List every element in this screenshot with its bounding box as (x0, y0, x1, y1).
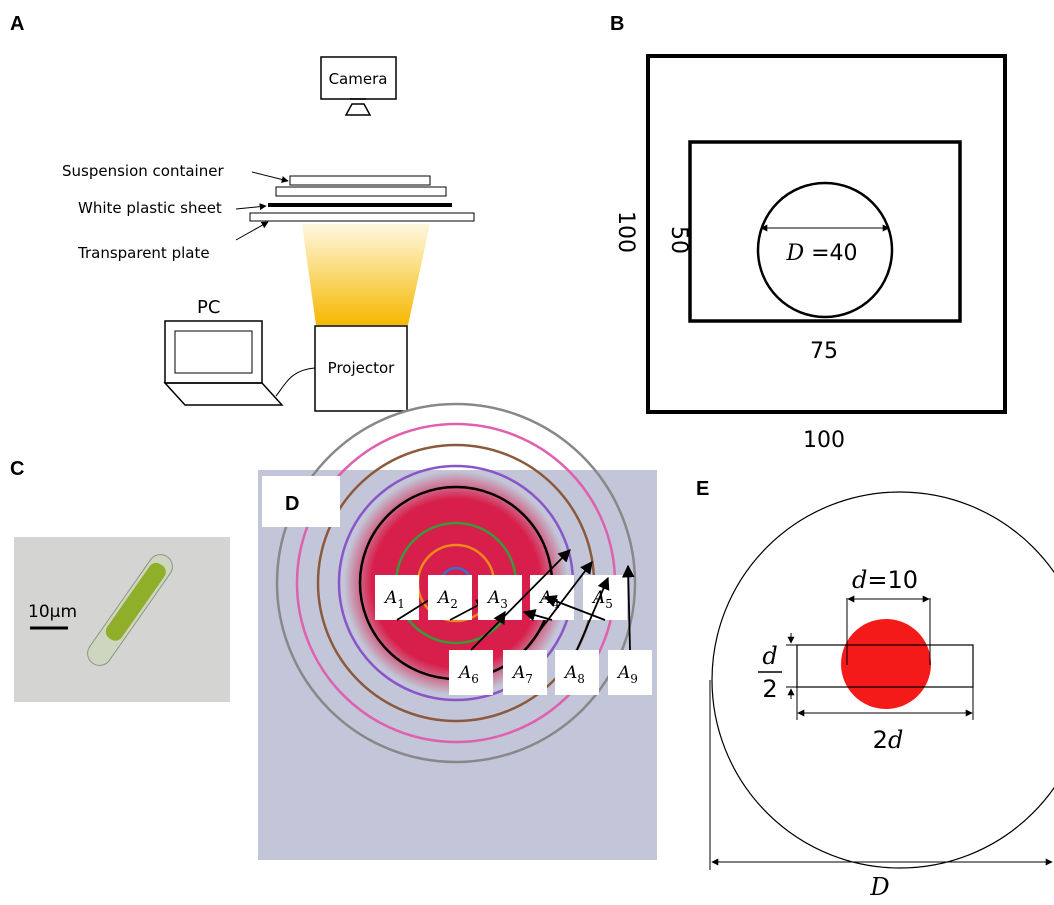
dim-label: D (869, 873, 889, 901)
panel-a: A Camera Suspension container White plas… (10, 13, 474, 411)
inner-rect (690, 142, 960, 321)
laptop-base (165, 383, 282, 405)
panel-d: D A1A2A3A4A5A6A7A8A9 (258, 404, 657, 860)
laptop-display (175, 331, 252, 373)
panel-label: C (10, 458, 24, 480)
dim-label: D =40 (785, 241, 857, 266)
camera-label: Camera (329, 70, 388, 88)
red-circle (841, 619, 931, 709)
white-sheet (268, 203, 452, 207)
light-cone (302, 224, 430, 325)
container-base (276, 187, 446, 196)
panel-label: A (10, 13, 24, 35)
label: Transparent plate (77, 244, 210, 262)
label: White plastic sheet (78, 199, 222, 217)
fraction-num: d (762, 642, 777, 670)
panel-c: C 10µm (10, 458, 230, 702)
panel-label: D (285, 493, 299, 515)
panel-b: B 100 50 D =40 75 100 (610, 13, 1005, 453)
dim-label: 2d (873, 726, 904, 754)
label: PC (197, 297, 220, 318)
dim-label: 50 (666, 226, 691, 254)
camera-stand (346, 99, 370, 115)
container (290, 176, 430, 185)
dim-label: 100 (613, 211, 638, 253)
dim-label: 75 (810, 339, 838, 364)
laptop-screen (165, 321, 262, 383)
figure: A Camera Suspension container White plas… (0, 0, 1054, 905)
label-box (262, 476, 340, 527)
cable (276, 368, 315, 396)
transparent-plate (250, 213, 474, 221)
label: Suspension container (62, 162, 224, 180)
scale-label: 10µm (28, 602, 77, 622)
fraction-den: 2 (762, 675, 777, 703)
panel-label: E (696, 478, 709, 500)
dim-label: 100 (803, 428, 845, 453)
panel-label: B (610, 13, 624, 35)
label: Projector (328, 359, 395, 377)
dim-label: d=10 (852, 566, 918, 594)
panel-e: E d=10 2d d 2 D (696, 478, 1054, 901)
